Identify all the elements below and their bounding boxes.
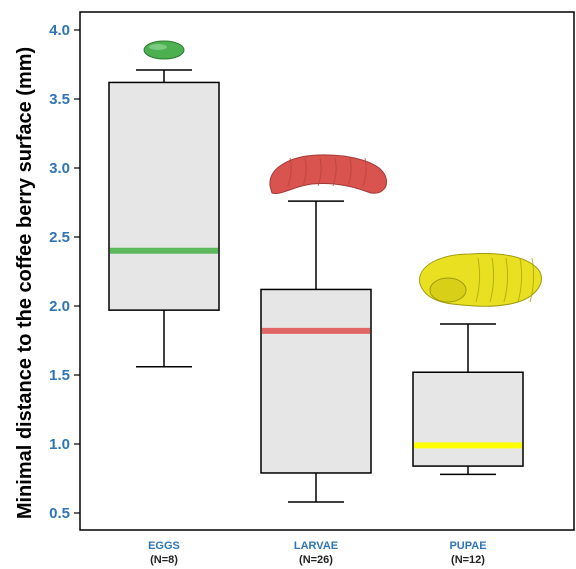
box-eggs	[108, 69, 220, 368]
y-tick-label: 4.0	[49, 22, 70, 39]
category-label: PUPAE	[449, 540, 486, 552]
y-tick-label: 2.5	[49, 229, 70, 246]
box-pupae	[412, 323, 524, 476]
category-label: LARVAE	[294, 540, 338, 552]
plot-frame	[79, 11, 575, 531]
y-tick-label: 1.5	[49, 367, 70, 384]
y-tick-label: 0.5	[49, 505, 70, 522]
y-tick-label: 1.0	[49, 436, 70, 453]
specimen-icons	[143, 40, 542, 307]
y-tick-label: 3.5	[49, 91, 70, 108]
boxes	[108, 69, 524, 503]
category-label: EGGS	[148, 540, 180, 552]
category-n-label: (N=12)	[451, 554, 485, 566]
y-tick-label: 3.0	[49, 160, 70, 177]
egg-icon	[143, 40, 185, 60]
pupa-icon	[419, 253, 542, 307]
iqr-box	[108, 81, 220, 311]
iqr-box	[260, 288, 372, 474]
box-larvae	[260, 200, 372, 503]
category-n-label: (N=26)	[299, 554, 333, 566]
y-axis-title: Minimal distance to the coffee berry sur…	[14, 47, 36, 519]
y-axis-ticks: 0.5 1.0 1.5 2.0 2.5 3.0 3.5 4.0	[49, 22, 80, 522]
larva-icon	[269, 154, 387, 195]
category-labels: EGGS (N=8) LARVAE (N=26) PUPAE (N=12)	[148, 540, 486, 566]
category-n-label: (N=8)	[150, 554, 178, 566]
iqr-box	[412, 371, 524, 467]
y-tick-label: 2.0	[49, 298, 70, 315]
